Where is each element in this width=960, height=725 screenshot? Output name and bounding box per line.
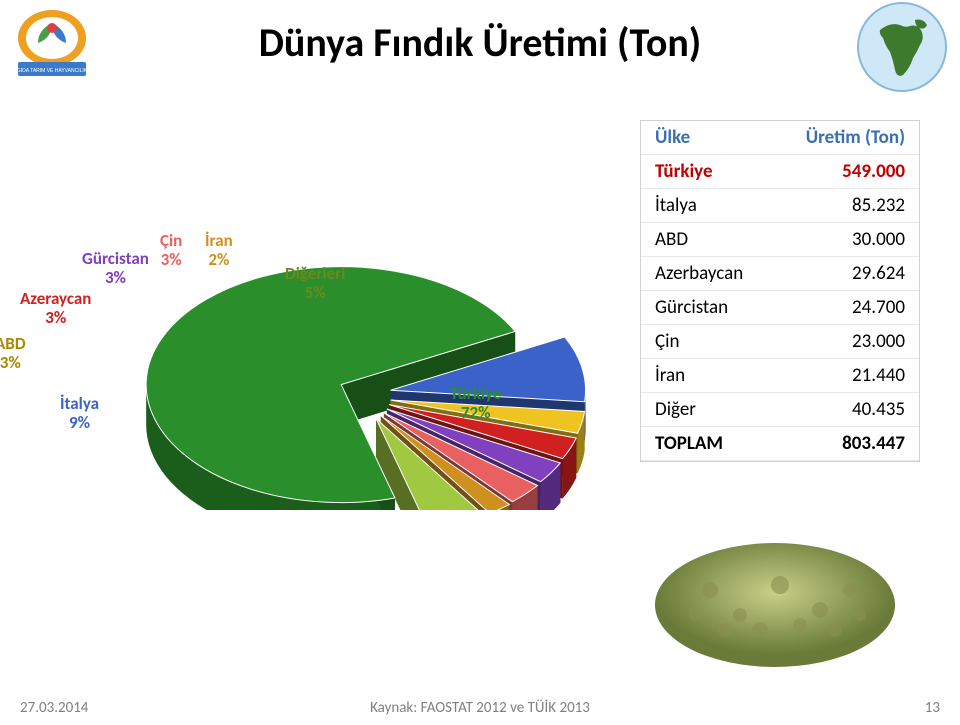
table-cell-value: 23.000 [774,325,919,359]
table-cell-value: 40.435 [774,393,919,427]
pie-label: ABD3% [0,335,26,372]
table-cell-value: 30.000 [774,223,919,257]
pie-label: Çin3% [160,232,182,269]
production-table: Ülke Üretim (Ton) Türkiye549.000İtalya85… [640,120,920,462]
table-cell-country: İran [641,359,774,393]
table-header-value: Üretim (Ton) [774,121,919,155]
footer-source: Kaynak: FAOSTAT 2012 ve TÜİK 2013 [0,699,960,717]
table-cell-country: ABD [641,223,774,257]
table-cell-value: 21.440 [774,359,919,393]
table-total-value: 803.447 [774,427,919,461]
table-cell-value: 549.000 [774,155,919,189]
pie-label: Türkiye72% [450,385,501,422]
pie-label: İtalya9% [60,395,99,432]
table-cell-country: Gürcistan [641,291,774,325]
table-cell-country: İtalya [641,189,774,223]
table-cell-country: Türkiye [641,155,774,189]
table-cell-value: 85.232 [774,189,919,223]
table-total-label: TOPLAM [641,427,774,461]
table-cell-country: Çin [641,325,774,359]
table-header-country: Ülke [641,121,774,155]
hazelnut-photo [650,520,900,670]
slide-footer: 27.03.2014 Kaynak: FAOSTAT 2012 ve TÜİK … [0,689,960,717]
svg-text:GIDA TARIM VE HAYVANCILIK: GIDA TARIM VE HAYVANCILIK [17,68,88,74]
footer-page: 13 [925,699,940,717]
table-cell-country: Azerbaycan [641,257,774,291]
slide-title: Dünya Fındık Üretimi (Ton) [0,18,960,67]
table-cell-country: Diğer [641,393,774,427]
pie-label: Gürcistan3% [82,250,149,287]
pie-label: Azeraycan3% [20,290,91,327]
table-cell-value: 29.624 [774,257,919,291]
table-cell-value: 24.700 [774,291,919,325]
pie-chart: Türkiye72% İtalya9% ABD3% Azeraycan3%Gürcis… [0,110,620,510]
pie-label: İran2% [205,232,233,269]
pie-label: Diğerleri5% [285,265,345,302]
